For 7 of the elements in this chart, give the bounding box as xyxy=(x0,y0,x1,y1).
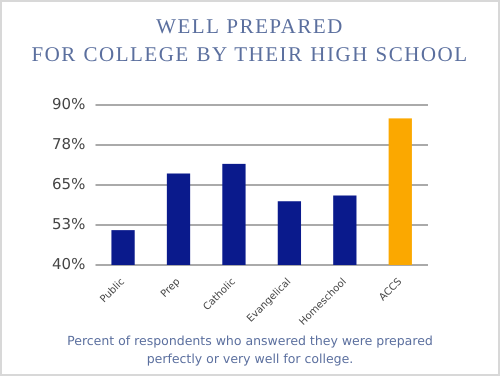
y-tick-label: 78% xyxy=(52,134,86,153)
y-tick-label: 65% xyxy=(52,174,86,193)
chart-title: WELL PREPARED FOR COLLEGE BY THEIR HIGH SCHOOL xyxy=(30,13,470,68)
y-tick-label: 90% xyxy=(52,94,86,113)
y-tick-label: 53% xyxy=(52,214,86,233)
text: Percent of respondents who answered they were prepared perfectly or very well for college. xyxy=(66,332,434,368)
y-tick-label: 40% xyxy=(52,254,86,273)
